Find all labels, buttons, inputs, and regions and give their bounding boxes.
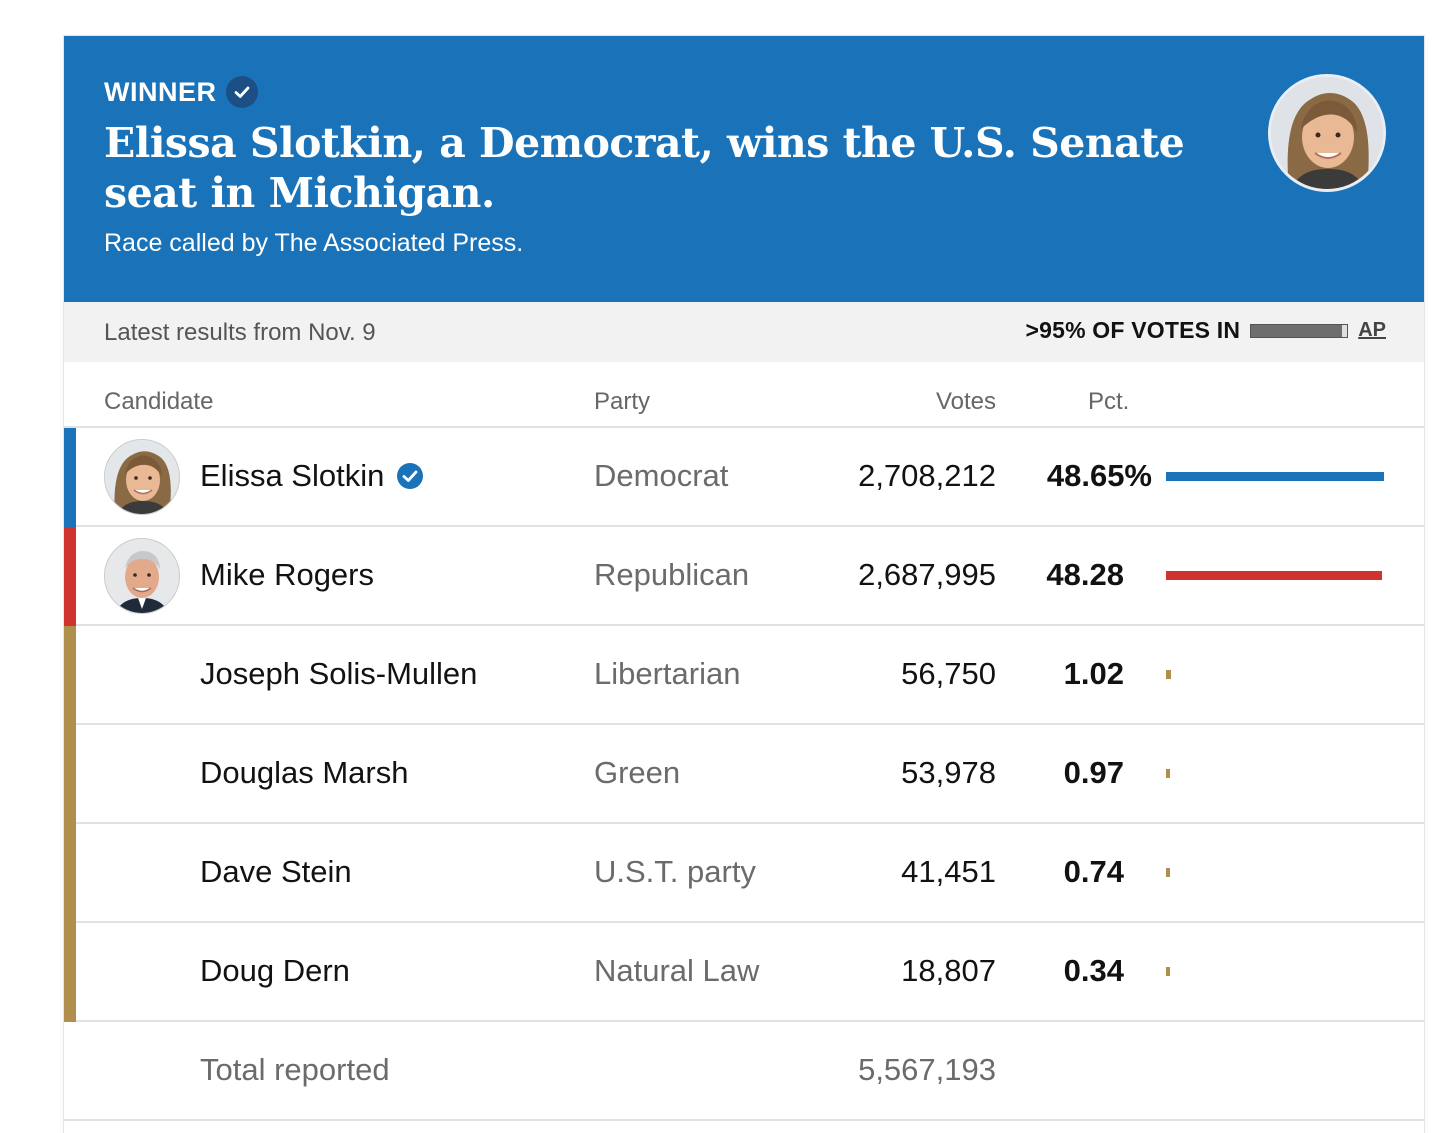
candidate-party: Libertarian xyxy=(594,656,741,691)
candidate-name: Elissa Slotkin xyxy=(200,458,424,494)
row-divider xyxy=(76,525,1424,527)
candidate-row: Dave Stein U.S.T. party 41,451 0.74 xyxy=(64,824,1424,923)
candidate-votes: 2,687,995 xyxy=(858,557,996,592)
candidate-party: Democrat xyxy=(594,458,729,493)
candidate-name: Joseph Solis-Mullen xyxy=(200,656,477,692)
party-color-stripe xyxy=(64,527,76,626)
vote-share-bar xyxy=(1166,472,1384,481)
column-header-votes: Votes xyxy=(935,388,996,415)
candidate-name-text: Joseph Solis-Mullen xyxy=(200,656,478,691)
party-color-stripe xyxy=(64,923,76,1022)
candidate-name: Dave Stein xyxy=(200,854,352,890)
party-color-stripe xyxy=(64,428,76,527)
total-divider xyxy=(64,1119,1424,1121)
candidate-name: Douglas Marsh xyxy=(200,755,408,791)
candidate-avatar xyxy=(104,538,180,614)
votes-in-progress-fill xyxy=(1251,324,1343,337)
votes-in-progress-bar xyxy=(1250,323,1349,338)
candidate-row: Douglas Marsh Green 53,978 0.97 xyxy=(64,725,1424,824)
vote-share-bar xyxy=(1166,868,1170,877)
party-color-stripe xyxy=(64,725,76,824)
verified-check-icon xyxy=(396,462,424,490)
row-divider xyxy=(76,921,1424,923)
candidate-pct: 0.97 xyxy=(1063,755,1124,790)
candidate-name-text: Douglas Marsh xyxy=(200,755,409,790)
candidate-row: Joseph Solis-Mullen Libertarian 56,750 1.02 xyxy=(64,626,1424,725)
column-header-pct: Pct. xyxy=(1088,388,1130,415)
candidate-row: Mike Rogers Republican 2,687,995 48.28 xyxy=(64,527,1424,626)
vote-share-bar xyxy=(1166,967,1170,976)
candidate-name-text: Dave Stein xyxy=(200,854,352,889)
candidate-pct: 48.28 xyxy=(1046,557,1124,592)
vote-share-bar xyxy=(1166,670,1171,679)
results-status-bar: Latest results from Nov. 9 >95% OF VOTES… xyxy=(64,302,1424,362)
candidate-votes: 56,750 xyxy=(901,656,996,691)
candidate-name-text: Mike Rogers xyxy=(200,557,374,592)
party-color-stripe xyxy=(64,626,76,725)
vote-share-bar xyxy=(1166,769,1170,778)
votes-in-label: >95% OF VOTES IN xyxy=(1025,317,1241,343)
header-divider xyxy=(64,426,1424,428)
ap-source-link[interactable]: AP xyxy=(1358,319,1386,341)
winner-photo xyxy=(1268,74,1386,192)
total-row: Total reported 5,567,193 xyxy=(64,1022,1424,1121)
candidate-votes: 2,708,212 xyxy=(858,458,996,493)
candidate-row: Elissa Slotkin Democrat 2,708,212 48.65% xyxy=(64,428,1424,527)
winner-row: WINNER xyxy=(104,76,258,108)
candidate-votes: 18,807 xyxy=(901,953,996,988)
winner-banner: WINNER Elissa Slotkin, a Democrat, wins … xyxy=(64,36,1424,302)
votes-in-indicator: >95% OF VOTES IN AP xyxy=(1025,317,1386,344)
candidate-party: Republican xyxy=(594,557,750,592)
candidate-party: Green xyxy=(594,755,681,790)
row-divider xyxy=(76,624,1424,626)
candidate-party: U.S.T. party xyxy=(594,854,756,889)
candidate-row: Doug Dern Natural Law 18,807 0.34 xyxy=(64,923,1424,1022)
column-header-party: Party xyxy=(594,388,651,415)
candidate-name-text: Elissa Slotkin xyxy=(200,458,385,493)
checkmark-icon xyxy=(225,76,258,108)
row-divider xyxy=(76,1020,1424,1022)
candidate-votes: 41,451 xyxy=(901,854,996,889)
candidate-pct: 48.65% xyxy=(1046,458,1152,493)
candidate-party: Natural Law xyxy=(594,953,760,988)
column-header-candidate: Candidate xyxy=(104,388,214,415)
headline: Elissa Slotkin, a Democrat, wins the U.S… xyxy=(104,119,1185,217)
race-called-note: Race called by The Associated Press. xyxy=(104,229,524,257)
row-divider xyxy=(76,822,1424,824)
winner-label: WINNER xyxy=(104,76,217,107)
candidate-name-text: Doug Dern xyxy=(200,953,350,988)
vote-share-bar xyxy=(1166,571,1382,580)
party-color-stripe xyxy=(64,824,76,923)
results-card: WINNER Elissa Slotkin, a Democrat, wins … xyxy=(64,36,1424,1133)
candidate-pct: 0.74 xyxy=(1063,854,1124,889)
candidate-pct: 1.02 xyxy=(1063,656,1124,691)
row-divider xyxy=(76,723,1424,725)
candidate-name: Doug Dern xyxy=(200,953,350,989)
candidate-name: Mike Rogers xyxy=(200,557,374,593)
candidate-avatar xyxy=(104,439,180,515)
latest-results-date: Latest results from Nov. 9 xyxy=(104,319,376,346)
total-votes: 5,567,193 xyxy=(858,1052,996,1087)
candidate-pct: 0.34 xyxy=(1063,953,1124,988)
candidate-votes: 53,978 xyxy=(901,755,996,790)
total-label: Total reported xyxy=(200,1052,390,1087)
